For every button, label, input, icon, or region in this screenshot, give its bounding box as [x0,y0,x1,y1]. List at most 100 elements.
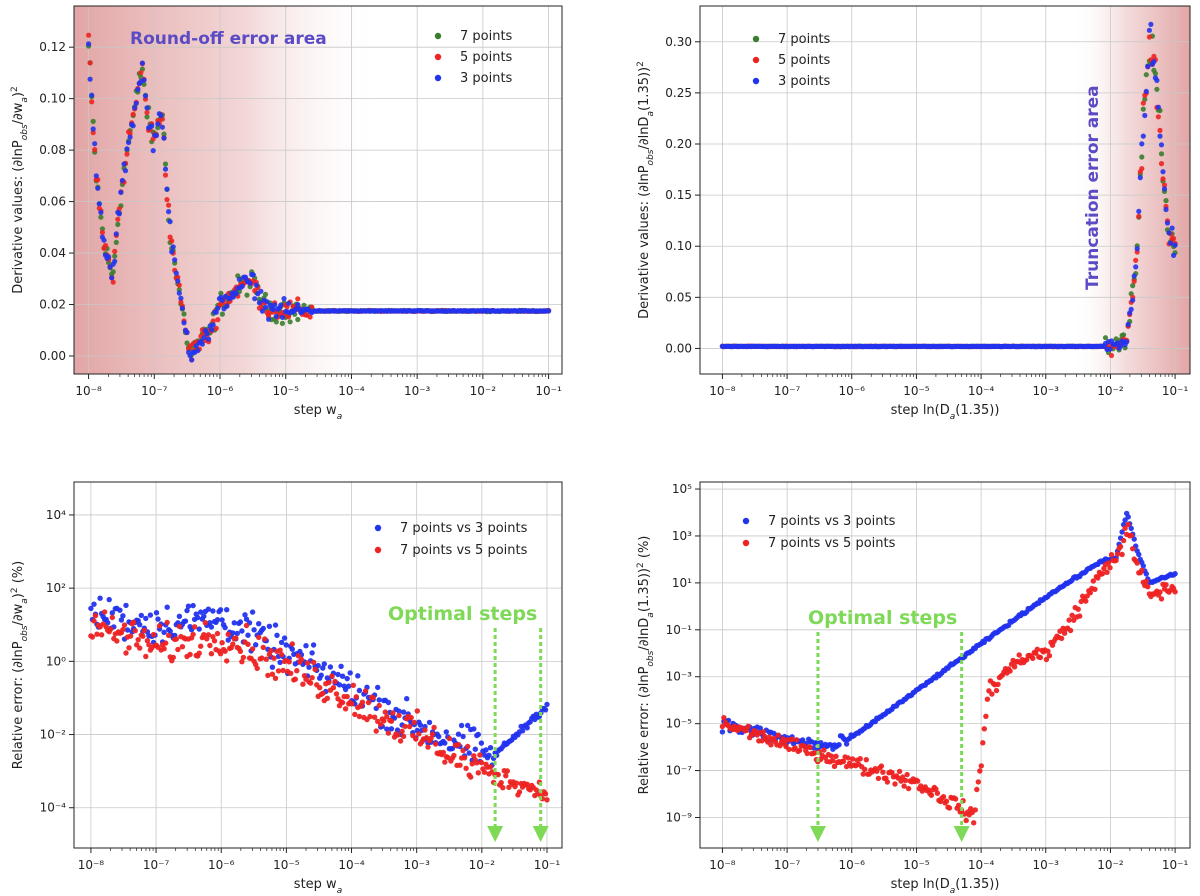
data-point [149,123,155,129]
data-point [184,607,190,614]
data-point [150,631,157,638]
data-point [1172,589,1178,595]
data-point [1164,220,1171,226]
data-point [321,661,327,667]
data-point [422,727,428,733]
data-point [1030,655,1036,661]
region-annotation: Optimal steps [808,607,957,629]
x-tick-label: 10⁻⁸ [75,384,102,398]
data-point [812,750,818,756]
data-point [1128,532,1134,539]
x-tick-label: 10⁻² [1097,384,1124,398]
data-point [546,308,552,314]
data-point [1158,161,1165,167]
data-point [915,778,921,784]
data-point [281,296,287,302]
data-point [843,741,850,747]
data-point [252,296,258,302]
data-point [1145,584,1151,590]
x-tick-label: 10⁻⁴ [968,858,995,872]
data-point [204,330,210,337]
data-point [109,610,116,616]
data-point [113,231,119,237]
data-point [219,617,225,623]
data-point [1157,133,1163,139]
data-point [977,768,983,774]
x-tick-label: 10⁻³ [1033,384,1060,398]
data-point [144,114,150,120]
data-point [475,731,481,738]
y-tick-label: 0.00 [665,341,692,355]
data-point [1107,565,1113,571]
data-point [468,774,474,780]
data-point [390,710,396,716]
data-point [219,311,225,317]
data-point [830,758,836,764]
data-point [487,745,494,751]
data-point [330,685,337,691]
data-point [120,613,126,619]
data-point [397,738,404,744]
legend-marker [434,74,442,82]
data-point [161,135,167,141]
data-point [1090,578,1097,584]
data-point [524,781,530,787]
data-point [963,817,969,824]
data-point [338,663,344,669]
y-tick-label: 0.30 [665,35,692,49]
data-point [1066,617,1072,623]
data-point [1154,77,1160,83]
data-point [336,682,343,688]
data-point [1160,169,1166,175]
data-point [198,643,204,649]
data-point [516,789,523,795]
data-point [258,288,264,294]
data-point [934,790,941,796]
data-point [451,752,457,759]
data-point [117,607,123,613]
y-tick-label: 10⁴ [46,508,66,522]
data-point [431,724,437,731]
data-point [1142,112,1148,119]
data-point [90,126,96,132]
data-point [175,278,181,284]
data-point [1069,612,1075,618]
data-point [256,634,262,641]
data-point [759,738,765,744]
data-point [875,775,882,782]
data-point [460,733,466,740]
data-point [275,668,282,674]
data-point [1161,182,1168,188]
data-point [102,242,109,249]
data-point [199,341,205,347]
data-point [283,642,289,648]
data-point [122,168,129,174]
data-point [461,755,468,761]
data-point [239,628,245,634]
data-point [123,650,129,656]
legend-label: 3 points [778,74,831,89]
x-tick-label: 10⁻⁶ [839,384,866,398]
data-point [1143,578,1150,584]
y-tick-label: 0.10 [39,92,66,106]
x-tick-label: 10⁻⁸ [709,858,736,872]
data-point [1007,668,1013,674]
data-point [376,702,382,709]
data-point [86,41,92,47]
data-point [1134,246,1140,252]
data-point [440,749,446,756]
data-point [1075,606,1081,612]
data-point [301,302,307,308]
data-point [1133,264,1139,270]
data-point [353,694,359,700]
data-point [175,274,181,280]
data-point [130,619,137,625]
data-point [169,238,175,244]
data-point [166,202,172,208]
data-point [92,147,98,153]
legend: 7 points 5 points 3 points [434,29,513,86]
x-tick-label: 10⁻¹ [534,858,561,872]
data-point [142,93,149,99]
legend-marker [434,53,442,61]
data-point [1145,63,1151,70]
